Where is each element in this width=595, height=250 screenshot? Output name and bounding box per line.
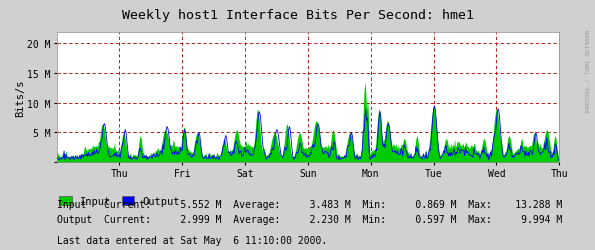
Text: Input   Current:     5.552 M  Average:     3.483 M  Min:     0.869 M  Max:    13: Input Current: 5.552 M Average: 3.483 M … xyxy=(57,199,562,209)
Text: Output  Current:     2.999 M  Average:     2.230 M  Min:     0.597 M  Max:     9: Output Current: 2.999 M Average: 2.230 M… xyxy=(57,214,562,224)
Text: Last data entered at Sat May  6 11:10:00 2000.: Last data entered at Sat May 6 11:10:00 … xyxy=(57,235,327,245)
Y-axis label: Bits/s: Bits/s xyxy=(15,79,24,116)
Text: Weekly host1 Interface Bits Per Second: hme1: Weekly host1 Interface Bits Per Second: … xyxy=(121,9,474,22)
Legend: Input, Output: Input, Output xyxy=(60,196,180,206)
Text: RRDTOOL / TOBI OETIKER: RRDTOOL / TOBI OETIKER xyxy=(585,29,590,111)
